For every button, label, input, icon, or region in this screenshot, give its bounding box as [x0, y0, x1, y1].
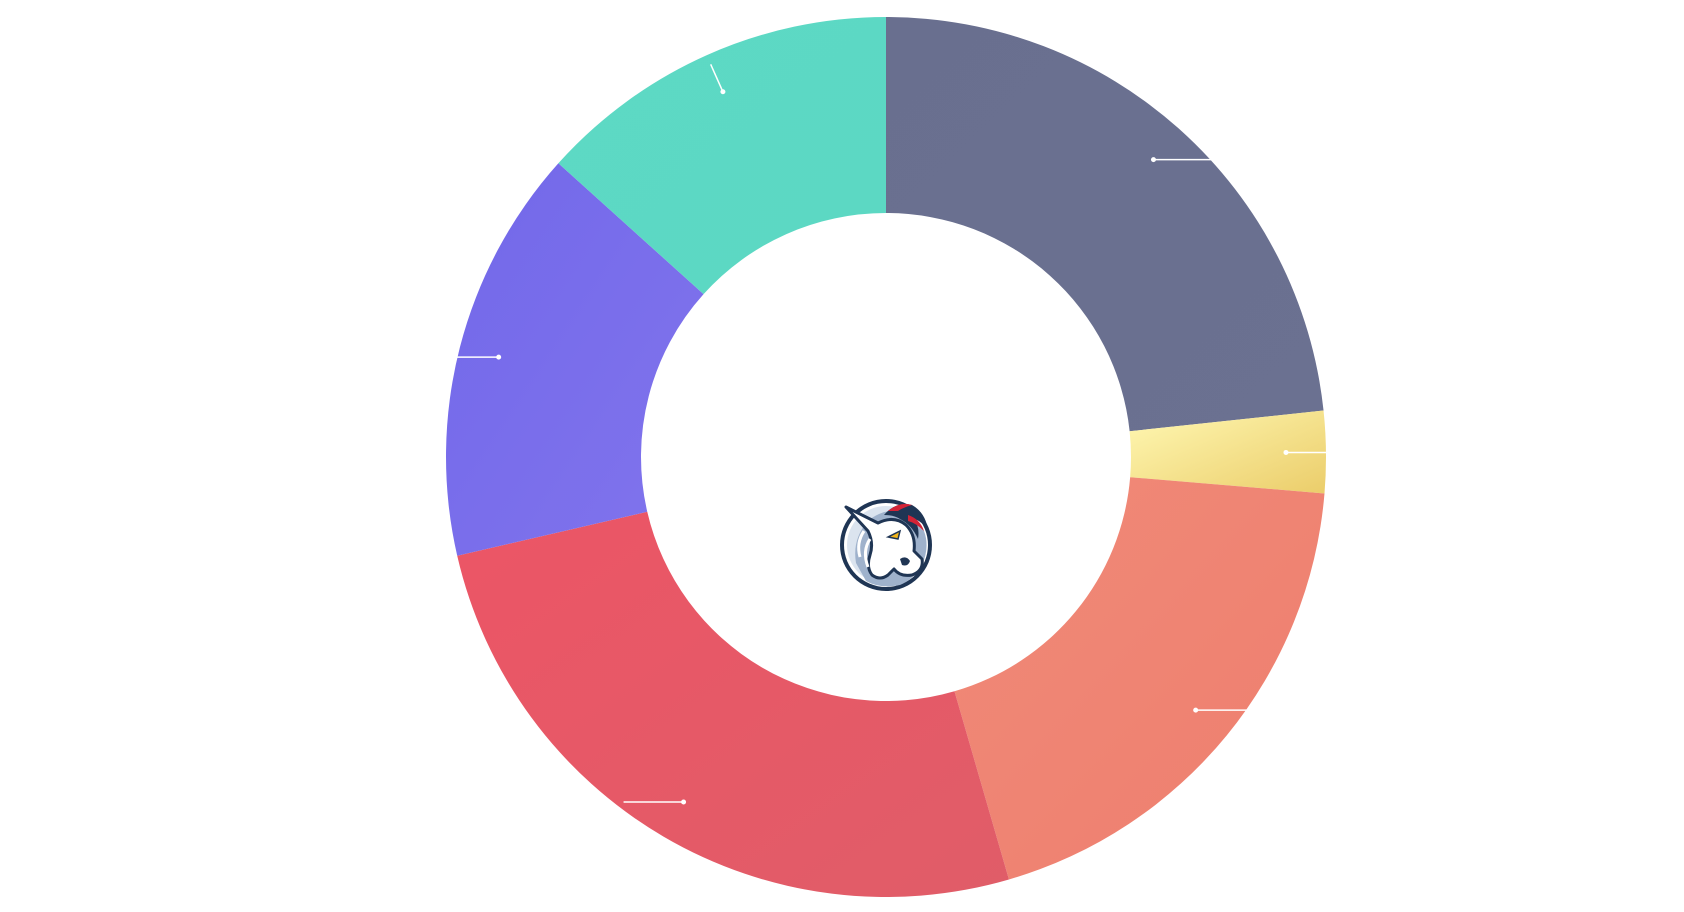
leader-dot-purple: [496, 355, 501, 360]
leader-dot-teal: [720, 89, 725, 94]
leader-dot-salmon: [1193, 708, 1198, 713]
unicorn-logo-icon: [840, 499, 932, 591]
slice-salmon: [954, 477, 1324, 879]
slice-slate: [886, 17, 1324, 431]
slice-red: [457, 512, 1009, 897]
leader-dot-slate: [1151, 157, 1156, 162]
slices-layer: [446, 17, 1326, 897]
leader-dot-yellow: [1283, 450, 1288, 455]
leader-dot-red: [681, 799, 686, 804]
